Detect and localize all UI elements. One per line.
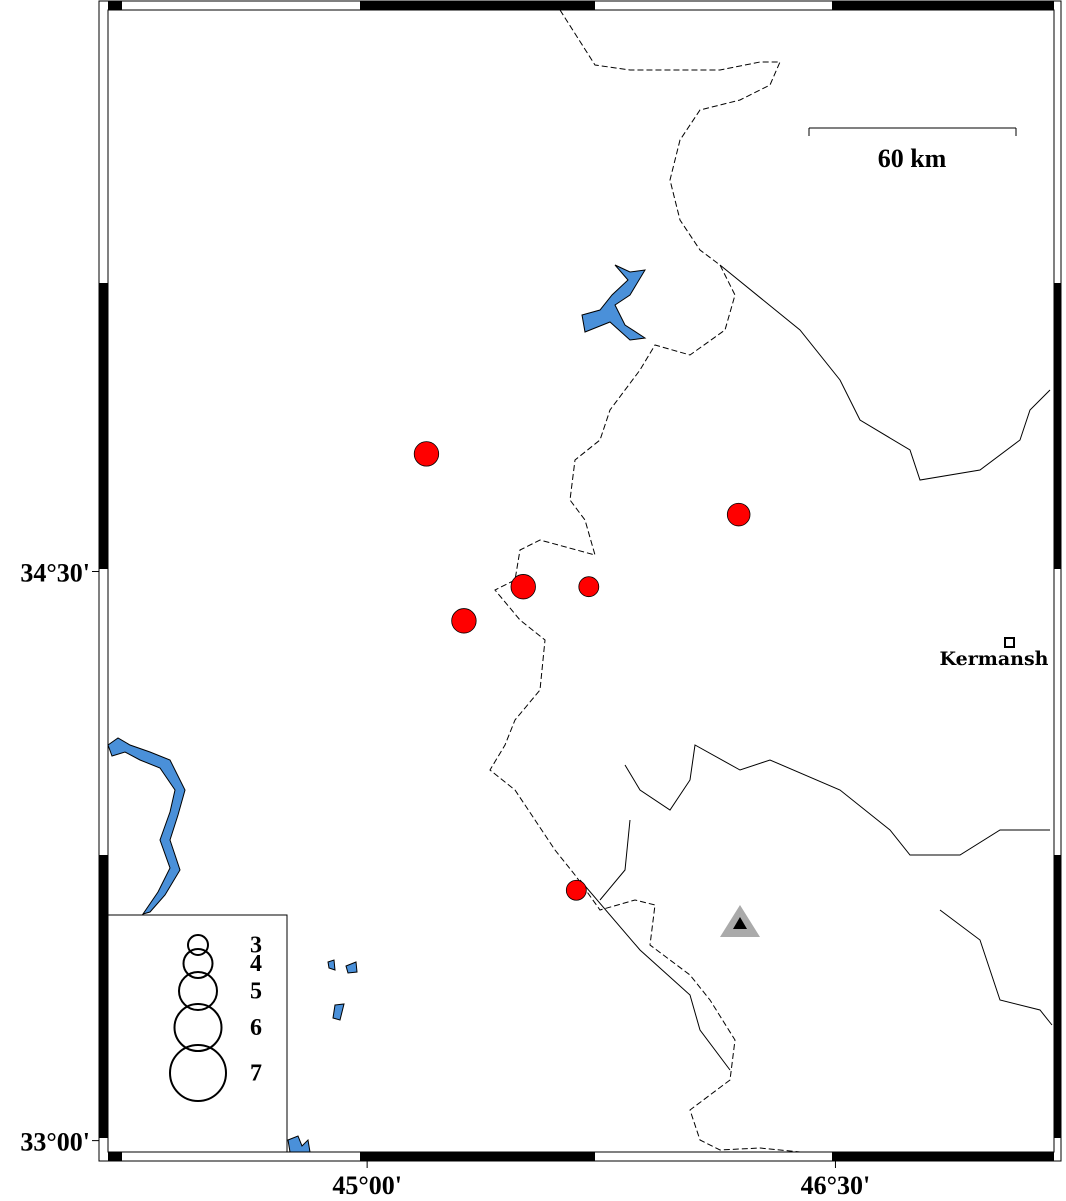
event [578,576,600,598]
lake [581,264,647,341]
legend-label: 6 [250,1015,262,1041]
border [489,9,801,1153]
event [726,502,751,527]
legend-label: 4 [250,951,262,977]
station [733,917,747,929]
legend-circle [173,1003,223,1052]
event [565,879,587,901]
frame-bars [99,1,1061,1161]
river [107,737,186,915]
event [413,441,440,467]
event [510,574,536,600]
legend-circle [187,934,209,956]
event [451,608,477,634]
pond [287,959,358,1153]
legend-circle [182,948,214,979]
lon-label: 45°00' [332,1171,402,1200]
legend-circle [178,971,218,1011]
scale-label: 60 km [878,144,947,173]
legend-label: 5 [250,979,262,1005]
legend-circle [169,1044,227,1102]
province-boundary [579,264,1053,1071]
legend-label: 7 [250,1061,262,1087]
lon-label: 46°30' [801,1171,871,1200]
city-label: Kermansh [940,648,1049,670]
lat-label: 33°00' [20,1128,90,1157]
lat-label: 34°30' [20,558,90,587]
legend-label: 3 [250,933,262,959]
city-marker [1004,637,1015,648]
